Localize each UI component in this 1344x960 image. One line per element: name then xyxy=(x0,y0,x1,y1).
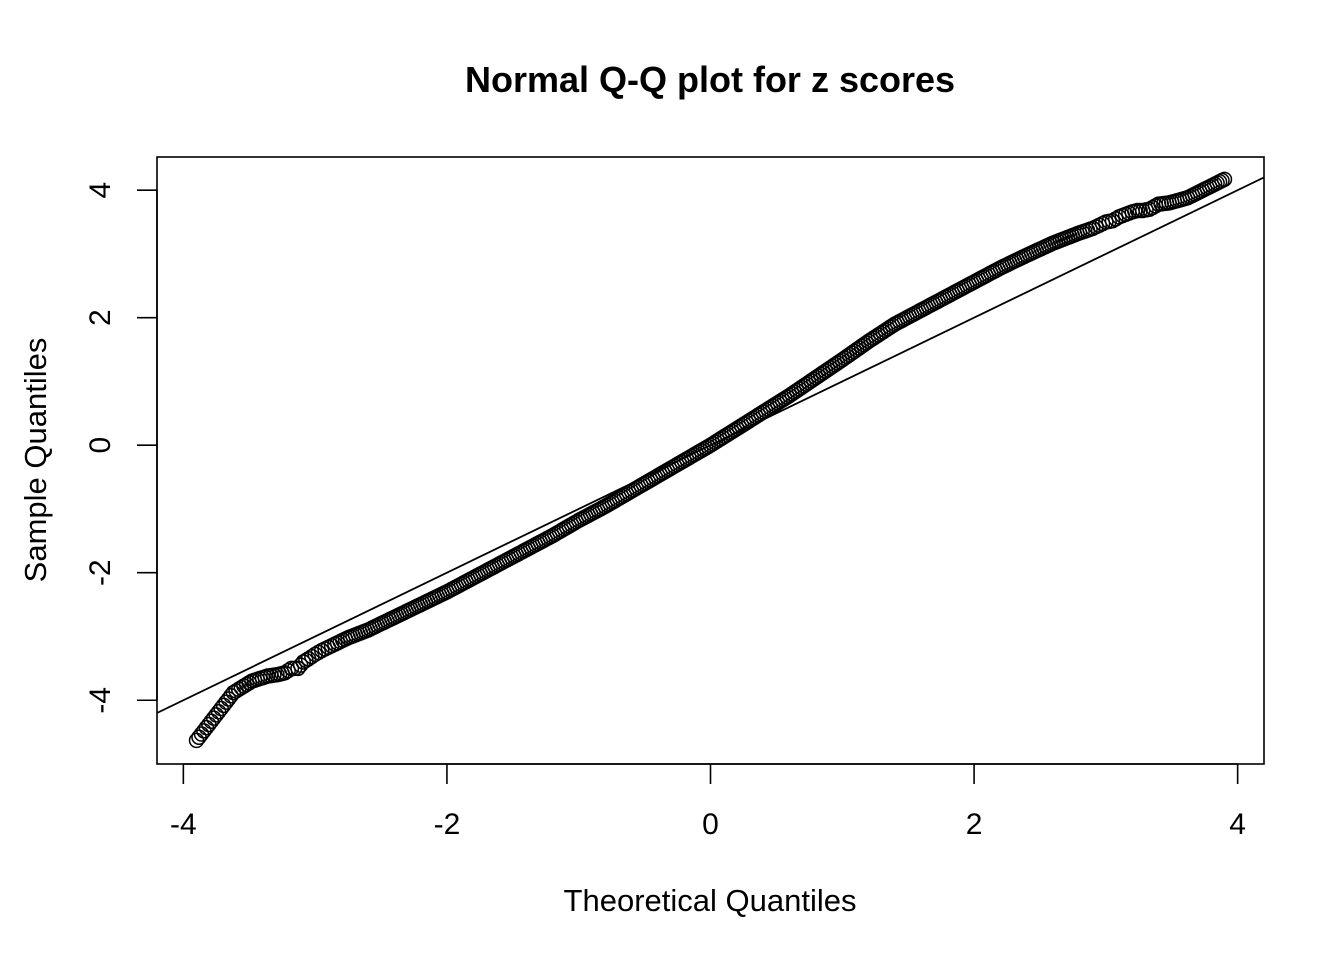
x-tick-label: -2 xyxy=(434,808,461,841)
data-points xyxy=(188,171,1233,749)
x-tick-label: 2 xyxy=(966,808,983,841)
plot-frame xyxy=(156,156,1265,765)
chart-title: Normal Q-Q plot for z scores xyxy=(465,59,955,100)
y-tick-label: 0 xyxy=(84,437,117,454)
x-axis-label: Theoretical Quantiles xyxy=(564,883,857,918)
x-axis: -4 -2 0 2 4 xyxy=(170,763,1246,841)
data-point xyxy=(1216,171,1233,188)
x-tick-label: 4 xyxy=(1229,808,1246,841)
y-axis-label: Sample Quantiles xyxy=(18,338,53,583)
x-tick-label: -4 xyxy=(170,808,197,841)
y-tick-label: 4 xyxy=(84,182,117,199)
reference-line xyxy=(157,176,1264,714)
x-tick-label: 0 xyxy=(702,808,719,841)
y-tick-label: 2 xyxy=(84,309,117,326)
y-tick-label: -2 xyxy=(84,559,117,586)
y-axis: -4 -2 0 2 4 xyxy=(84,182,158,714)
y-tick-label: -4 xyxy=(84,687,117,714)
